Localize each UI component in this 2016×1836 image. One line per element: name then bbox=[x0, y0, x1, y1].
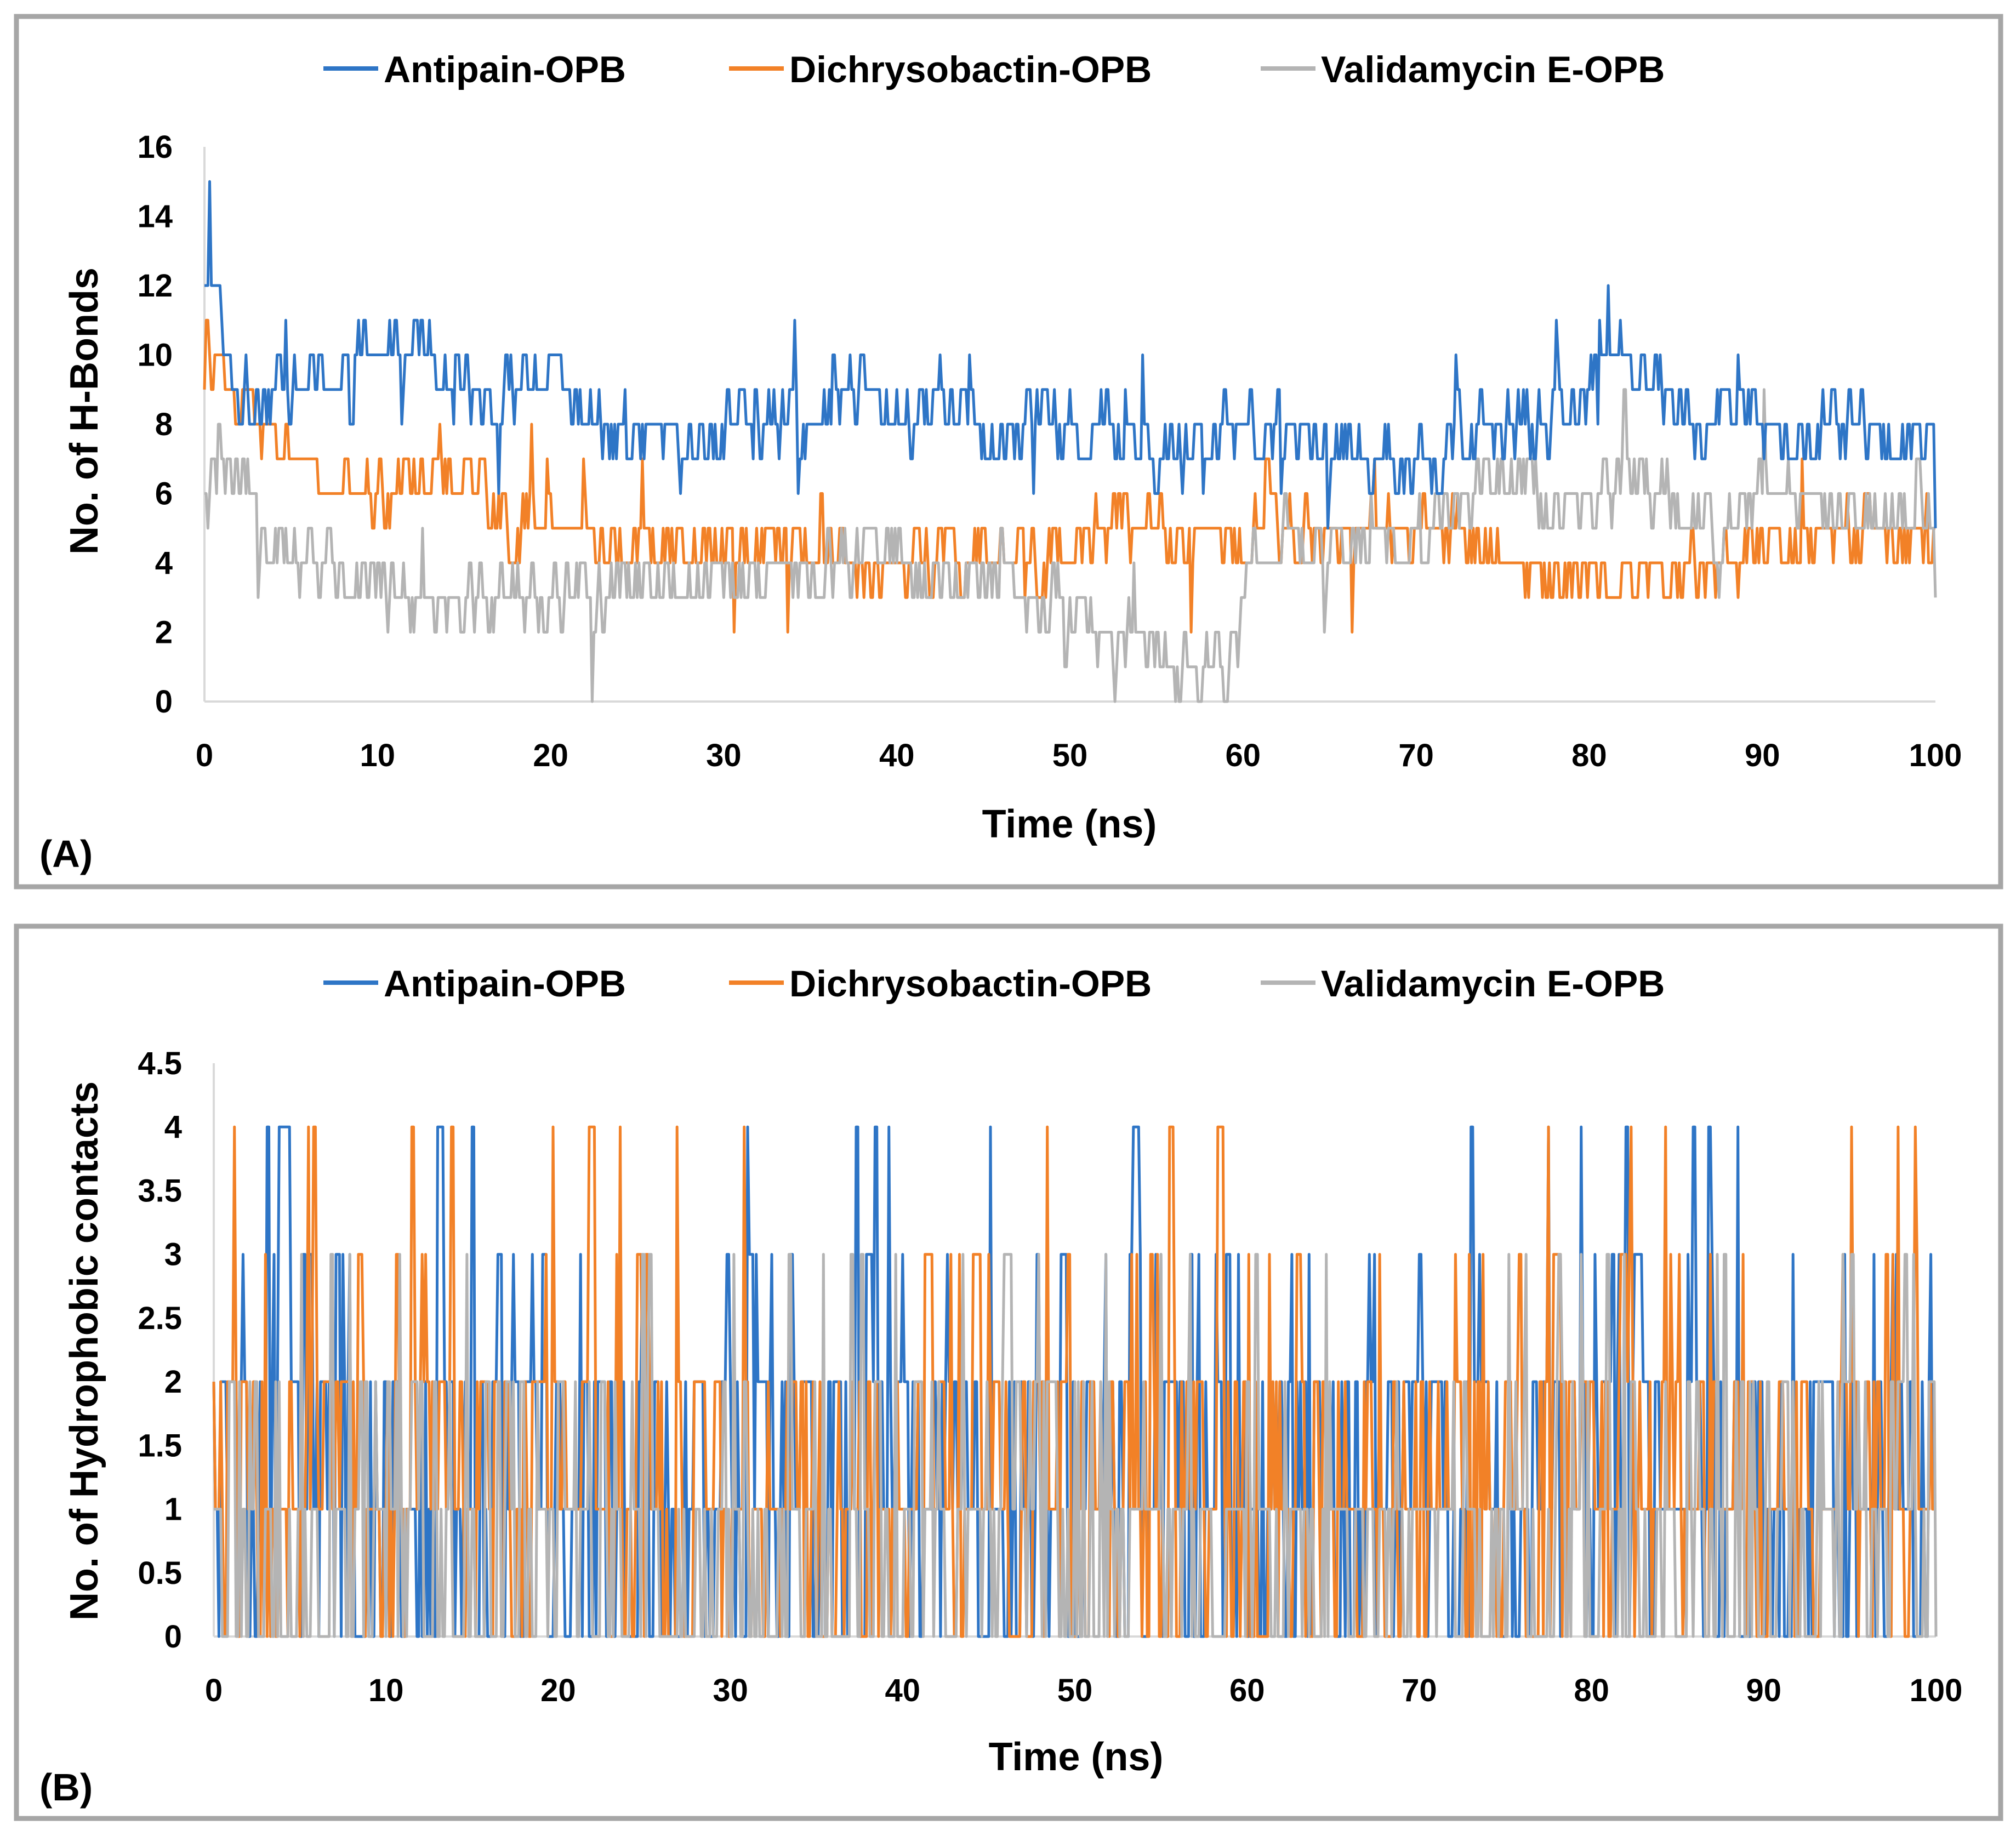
panel-b-label: (B) bbox=[39, 1766, 93, 1809]
panel-b-x-tick-label: 30 bbox=[713, 1673, 748, 1708]
panel-b-y-tick-label: 2 bbox=[164, 1364, 182, 1400]
panel-a-x-tick-label: 60 bbox=[1226, 738, 1261, 773]
panel-b-y-tick-label: 3 bbox=[164, 1237, 182, 1273]
legend-label-antipain-b: Antipain-OPB bbox=[384, 963, 626, 1005]
panel-b-y-tick-label: 4.5 bbox=[138, 1046, 182, 1081]
panel-a-x-tick-label: 90 bbox=[1745, 738, 1780, 773]
panel-b-x-tick-label: 90 bbox=[1746, 1673, 1782, 1708]
panel-b-x-tick-label: 20 bbox=[540, 1673, 576, 1708]
panel-b-y-tick-label: 3.5 bbox=[138, 1173, 182, 1208]
panel-a-series-dichrysobactin-opb bbox=[203, 318, 1935, 634]
panel-a-plot: 0 2 4 6 8 10 12 14 16 0 10 20 30 40 50 60 70 80 90 100 bbox=[137, 129, 1962, 773]
panel-b-x-tick-label: 40 bbox=[885, 1673, 921, 1708]
panel-a-y-tick-label: 6 bbox=[155, 476, 173, 512]
legend-label-validamycin: Validamycin E-OPB bbox=[1321, 49, 1665, 90]
panel-b-plot: 0 0.5 1 1.5 2 2.5 3 3.5 4 4.5 0 10 20 30 40 50 60 70 80 90 1… bbox=[138, 1046, 1962, 1708]
panel-a-x-tick-label: 20 bbox=[533, 738, 568, 773]
panel-a-ylabel: No. of H-Bonds bbox=[62, 267, 106, 555]
panel-b-x-tick-label: 60 bbox=[1229, 1673, 1265, 1708]
panel-a-y-tick-label: 0 bbox=[155, 684, 173, 720]
panel-a-frame bbox=[14, 14, 2003, 890]
panel-a-y-tick-label: 10 bbox=[137, 338, 173, 373]
panel-a-series-antipain-opb bbox=[204, 180, 1937, 530]
panel-b-y-tick-label: 2.5 bbox=[138, 1301, 182, 1336]
panel-b-x-tick-label: 50 bbox=[1057, 1673, 1093, 1708]
panel-a-x-tick-label: 0 bbox=[196, 738, 213, 773]
legend-label-dichrysobactin: Dichrysobactin-OPB bbox=[789, 49, 1152, 90]
panel-b-x-tick-label: 0 bbox=[205, 1673, 223, 1708]
panel-a-series-validamycin-e-opb bbox=[204, 388, 1937, 703]
panel-a-x-tick-label: 30 bbox=[706, 738, 742, 773]
panel-a-xlabel: Time (ns) bbox=[982, 802, 1157, 846]
panel-b-x-tick-label: 80 bbox=[1574, 1673, 1609, 1708]
panel-a-y-tick-label: 14 bbox=[137, 199, 173, 235]
panel-a-y-tick-label: 8 bbox=[155, 407, 173, 442]
panel-b-x-tick-label: 10 bbox=[368, 1673, 404, 1708]
panel-a-y-tick-label: 12 bbox=[137, 268, 173, 304]
panel-a-x-tick-label: 10 bbox=[360, 738, 396, 773]
panel-b-y-tick-label: 0 bbox=[164, 1619, 182, 1655]
panel-a-y-tick-label: 4 bbox=[155, 545, 173, 581]
panel-a-y-tick-label: 2 bbox=[155, 615, 173, 651]
panel-a-x-tick-label: 50 bbox=[1052, 738, 1088, 773]
panel-b-y-tick-label: 0.5 bbox=[138, 1555, 182, 1591]
panel-a-x-tick-label: 80 bbox=[1571, 738, 1607, 773]
legend-label-antipain: Antipain-OPB bbox=[384, 49, 626, 90]
panel-a-x-tick-label: 40 bbox=[879, 738, 915, 773]
panel-a-label: (A) bbox=[39, 833, 93, 875]
panel-b-series-validamycin-e-opb bbox=[214, 1253, 1938, 1638]
panel-b-y-tick-label: 4 bbox=[164, 1109, 182, 1145]
panel-a-legend: Antipain-OPB Dichrysobactin-OPB Validamy… bbox=[323, 49, 1665, 90]
legend-label-validamycin-b: Validamycin E-OPB bbox=[1321, 963, 1665, 1005]
panel-b-y-tick-label: 1.5 bbox=[138, 1428, 182, 1463]
panel-a-x-tick-label: 70 bbox=[1398, 738, 1434, 773]
panel-b-y-tick-label: 1 bbox=[164, 1492, 182, 1527]
panel-a-y-tick-label: 16 bbox=[137, 129, 173, 165]
panel-b-x-tick-label: 100 bbox=[1910, 1673, 1963, 1708]
legend-label-dichrysobactin-b: Dichrysobactin-OPB bbox=[789, 963, 1152, 1005]
panel-b-ylabel: No. of Hydrophobic contacts bbox=[62, 1081, 106, 1621]
panel-b-x-tick-label: 70 bbox=[1402, 1673, 1437, 1708]
panel-b-legend: Antipain-OPB Dichrysobactin-OPB Validamy… bbox=[323, 963, 1665, 1005]
panel-b-xlabel: Time (ns) bbox=[989, 1735, 1164, 1779]
panel-a-x-tick-label: 100 bbox=[1909, 738, 1962, 773]
